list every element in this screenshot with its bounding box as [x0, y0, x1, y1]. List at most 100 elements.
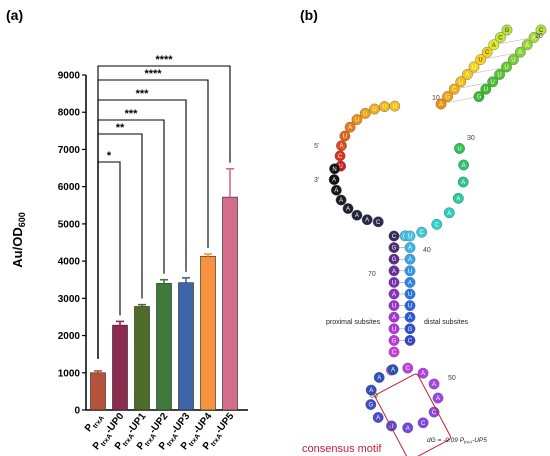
nucleotide — [365, 399, 377, 410]
nucleotide — [342, 203, 354, 214]
nucleotide — [528, 32, 540, 43]
nucleotide — [388, 276, 400, 288]
nucleotide — [365, 384, 377, 396]
nucleotide — [404, 242, 416, 254]
nucleotide — [457, 176, 469, 188]
y-axis-label-sub: 600 — [17, 212, 27, 227]
nucleotide — [428, 378, 440, 390]
nucleotide — [388, 311, 400, 323]
nucleotide — [373, 372, 385, 383]
nucleotide-letter: G — [505, 28, 510, 34]
nucleotide-letter: A — [392, 292, 396, 298]
consensus-motif-label: consensus motif — [302, 443, 382, 455]
x-category-suffix: -UP1 — [126, 411, 149, 436]
significance-brackets: ***************** — [97, 54, 231, 359]
nucleotide — [521, 39, 533, 51]
nucleotide-letter: A — [376, 415, 380, 421]
nucleotide — [330, 184, 342, 196]
nucleotide — [494, 32, 506, 43]
nucleotide-letter: A — [408, 315, 412, 321]
nucleotide — [501, 61, 512, 73]
label-5-prime: 5' — [314, 143, 319, 150]
nucleotide-letter: U — [459, 80, 463, 86]
base-pair-bond — [440, 96, 479, 105]
nucleotide-letter: C — [420, 230, 425, 236]
nucleotide-letter: A — [346, 207, 350, 213]
nucleotide-letter: A — [492, 43, 496, 49]
nucleotide-letter: A — [365, 218, 369, 224]
nucleotide — [388, 323, 400, 335]
nucleotide — [372, 216, 384, 228]
nucleotide — [402, 362, 414, 374]
y-tick-label: 8000 — [58, 108, 81, 119]
dg-label-sub: trxA — [464, 440, 472, 445]
significance-bracket — [97, 65, 231, 359]
nucleotide — [388, 253, 400, 265]
position-30: 30 — [467, 135, 475, 142]
nucleotide — [404, 276, 416, 288]
nucleotide — [404, 323, 416, 335]
label-3-prime: 3' — [314, 177, 319, 184]
y-tick-label: 5000 — [58, 219, 81, 230]
significance-label: *** — [136, 88, 150, 100]
nucleotide-letter: C — [376, 220, 381, 226]
nucleotide — [344, 121, 356, 133]
nucleotide — [452, 192, 464, 204]
position-50: 50 — [448, 375, 456, 382]
nucleotide — [487, 76, 499, 88]
nucleotide-letter: A — [525, 43, 529, 49]
nucleotide — [359, 108, 371, 119]
nucleotide-letter: U — [408, 292, 412, 298]
nucleotide — [389, 100, 401, 112]
nucleotide-letter: A — [348, 125, 352, 131]
bar — [178, 282, 194, 411]
nucleotide — [351, 209, 363, 221]
nucleotide-letter: U — [484, 87, 488, 93]
nucleotide-letter: A — [465, 72, 469, 78]
bar-chart: Au/OD600 0 1000 2000 3000 4000 5000 6000 7000 80… — [10, 54, 248, 452]
nucleotide — [404, 311, 416, 323]
y-tick-label: 7000 — [58, 145, 81, 156]
nucleotide — [468, 61, 480, 73]
nucleotide-letter: G — [445, 95, 450, 101]
base-pair-bond — [467, 66, 507, 75]
nucleotide-letter: A — [406, 426, 410, 432]
nucleotide — [328, 174, 340, 186]
error-bars — [94, 168, 234, 373]
significance-label: ** — [116, 122, 125, 134]
nucleotide — [448, 83, 460, 95]
nucleotide-letter: A — [339, 144, 343, 150]
distal-subsites-label: distal subsites — [424, 319, 468, 326]
nucleotide-letter: A — [436, 396, 440, 402]
nucleotide — [388, 346, 400, 358]
significance-label: * — [107, 150, 112, 162]
nucleotide — [388, 230, 400, 242]
nucleotide — [417, 417, 429, 429]
nucleotide — [454, 143, 465, 154]
x-category-suffix: -UP3 — [170, 411, 193, 436]
position-70: 70 — [368, 271, 376, 278]
nucleotide-letter: N — [332, 167, 336, 173]
nucleotide-letter: U — [338, 164, 342, 170]
y-tick-label: 6000 — [58, 182, 81, 193]
nucleotide-letter: C — [485, 50, 490, 56]
nucleotide-letter: C — [338, 154, 343, 160]
consensus-motif-box — [374, 373, 452, 456]
position-60: 60 — [370, 393, 378, 400]
significance-label: **** — [155, 54, 173, 66]
base-pair-bonds — [399, 37, 535, 341]
nucleotide — [387, 364, 399, 376]
nucleotide-letter: A — [332, 178, 336, 184]
x-category-suffix: -UP2 — [148, 411, 171, 436]
nucleotide-letter: A — [408, 246, 412, 252]
nucleotide-letter: U — [392, 304, 396, 310]
nucleotide-letter: G — [368, 403, 373, 409]
nucleotide — [372, 412, 384, 423]
nucleotide — [351, 114, 363, 125]
proximal-subsites-label: proximal subsites — [326, 319, 381, 326]
nucleotide — [514, 46, 526, 58]
nucleotide-letter: C — [452, 87, 457, 93]
nucleotides: UCAUAUUUUUAGCUAUUCACGCAAAUUUUUGUAAAACCCN… — [328, 24, 547, 434]
nucleotide-letter: A — [391, 368, 395, 374]
